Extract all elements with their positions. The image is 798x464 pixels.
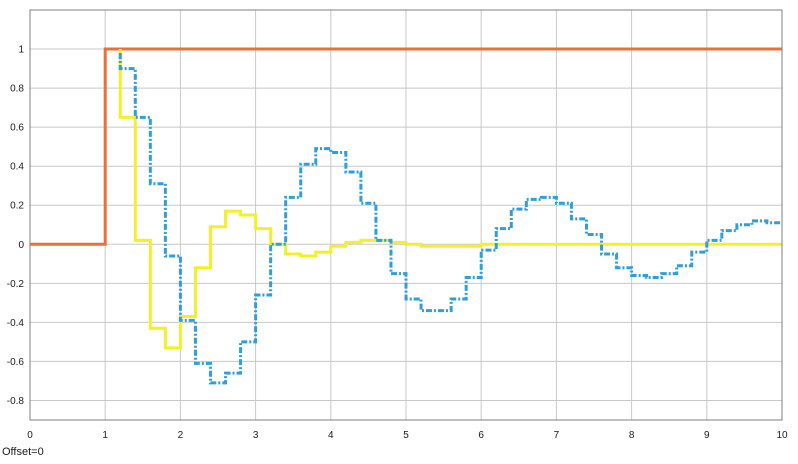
x-tick-label: 1 [102, 430, 108, 441]
plot-frame [29, 9, 783, 421]
x-tick-label: 10 [776, 430, 788, 441]
blue-response-series [118, 52, 782, 385]
y-tick-label: -0.8 [7, 396, 25, 407]
series-layer [30, 47, 782, 385]
y-tick-label: -0.2 [7, 279, 25, 290]
step-input-series [30, 47, 782, 246]
x-tick-label: 8 [629, 430, 635, 441]
x-tick-label: 4 [328, 430, 334, 441]
y-tick-label: 0.6 [10, 123, 24, 134]
y-tick-label: 0.4 [10, 162, 24, 173]
x-tick-label: 3 [253, 430, 259, 441]
x-tick-label: 6 [478, 430, 484, 441]
x-tick-label: 0 [27, 430, 33, 441]
x-tick-label: 7 [554, 430, 560, 441]
y-tick-label: 0 [18, 240, 24, 251]
x-tick-label: 9 [704, 430, 710, 441]
y-tick-label: 0.2 [10, 201, 24, 212]
y-tick-label: -0.4 [7, 318, 25, 329]
offset-label: Offset=0 [2, 446, 44, 458]
x-tick-label: 5 [403, 430, 409, 441]
x-tick-label: 2 [178, 430, 184, 441]
y-tick-label: 1 [18, 45, 24, 56]
y-tick-label: 0.8 [10, 84, 24, 95]
y-tick-labels: 1 0.8 0.6 0.4 0.2 0 -0.2 -0.4 -0.6 -0.8 [7, 45, 25, 407]
y-tick-label: -0.6 [7, 357, 25, 368]
x-tick-labels: 0 1 2 3 4 5 6 7 8 9 10 [27, 430, 788, 441]
